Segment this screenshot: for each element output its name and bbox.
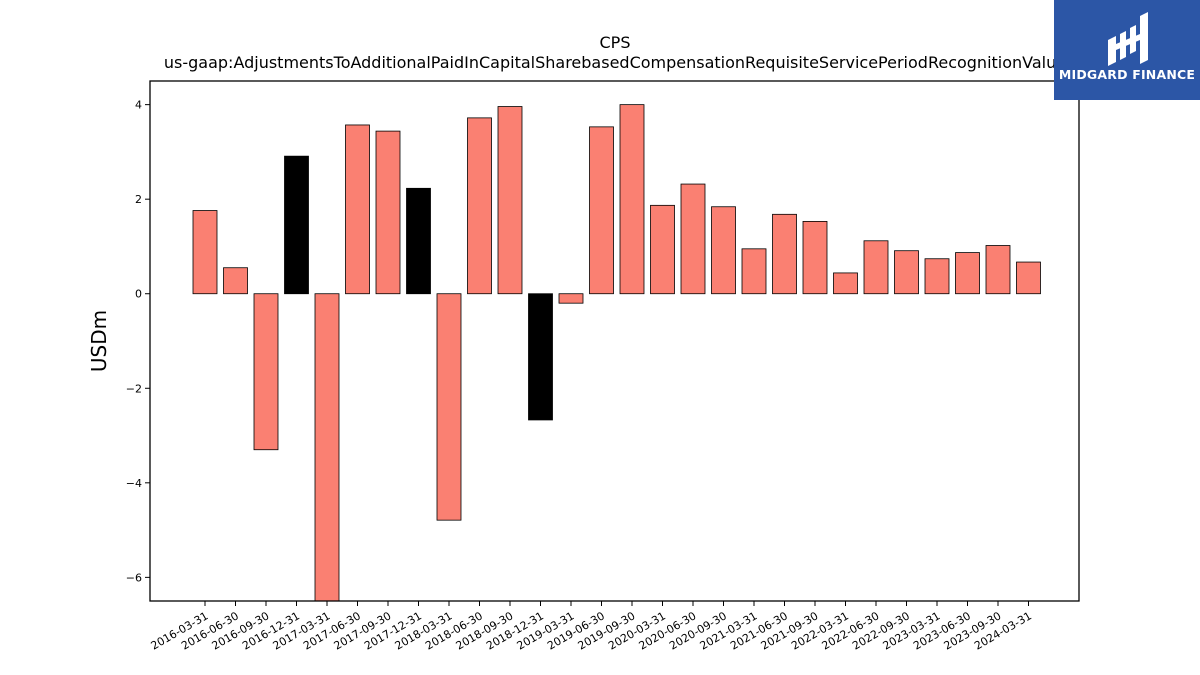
bar-2023-09-30 (985, 245, 1011, 295)
bar-2019-06-30 (589, 126, 614, 295)
bar-2017-12-31 (406, 187, 431, 295)
bar-2021-09-30 (802, 220, 828, 295)
y-tick-label: 4 (135, 99, 142, 112)
bar-2023-03-31 (924, 258, 950, 295)
bar-2018-09-30 (497, 106, 523, 295)
bar-2016-12-31 (284, 155, 309, 295)
x-axis: 2016-03-312016-06-302016-09-302016-12-31… (149, 601, 1034, 653)
y-tick-label: 2 (135, 193, 142, 206)
bar-2019-09-30 (619, 104, 645, 295)
chart-subtitle: us-gaap:AdjustmentsToAdditionalPaidInCap… (164, 53, 1066, 72)
bar-2022-03-31 (833, 272, 858, 295)
y-axis-label: USDm (87, 310, 111, 372)
bar-2023-06-30 (955, 252, 980, 295)
bars-layer (192, 104, 1041, 602)
bar-2021-03-31 (741, 248, 767, 295)
bar-2022-09-30 (894, 250, 919, 295)
bar-2020-09-30 (711, 206, 736, 295)
bar-2022-06-30 (863, 240, 889, 295)
chart-title: CPS (600, 33, 631, 52)
y-tick-label: −4 (126, 477, 142, 490)
bar-2016-06-30 (223, 267, 248, 295)
y-tick-label: −6 (126, 571, 142, 584)
bar-2016-03-31 (192, 210, 218, 295)
bar-2021-06-30 (772, 213, 797, 295)
bar-2018-03-31 (436, 293, 462, 521)
bar-2018-12-31 (528, 293, 553, 421)
y-tick-label: −2 (126, 382, 142, 395)
midgard-monogram-icon (1108, 12, 1148, 66)
bar-2024-03-31 (1016, 261, 1041, 295)
y-tick-label: 0 (135, 288, 142, 301)
bar-2016-09-30 (253, 293, 279, 451)
bar-2018-06-30 (467, 117, 492, 295)
logo-text: MIDGARD FINANCE (1058, 67, 1196, 82)
y-axis: −6 −4 −2 0 2 4 (126, 99, 150, 584)
bar-2017-06-30 (345, 124, 370, 295)
bar-2019-03-31 (558, 293, 584, 304)
bar-2017-03-31 (314, 293, 340, 602)
midgard-finance-logo: MIDGARD FINANCE (1054, 0, 1200, 100)
bar-2017-09-30 (375, 130, 401, 295)
bar-2020-06-30 (680, 183, 706, 295)
bar-2020-03-31 (650, 204, 675, 295)
plot-frame (149, 80, 1080, 602)
